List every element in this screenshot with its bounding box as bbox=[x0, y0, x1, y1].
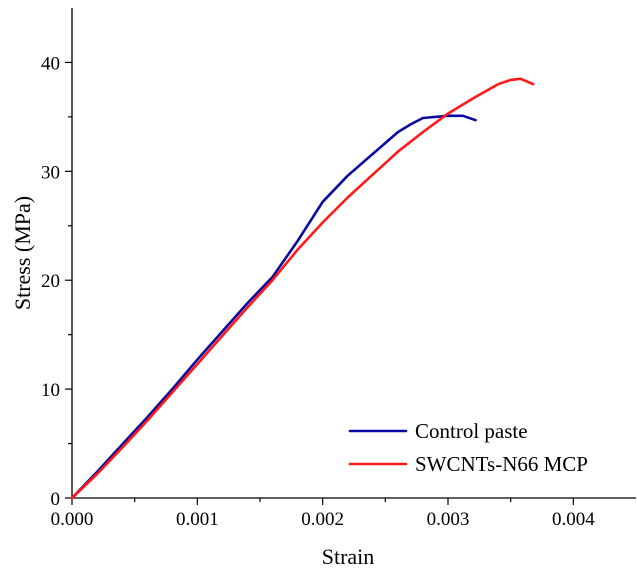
x-tick-label: 0.001 bbox=[176, 509, 219, 530]
y-tick-label: 40 bbox=[41, 53, 60, 74]
x-tick-label: 0.002 bbox=[301, 509, 344, 530]
axes bbox=[71, 8, 636, 499]
x-ticks: 0.000 0.001 0.002 0.003 0.004 bbox=[51, 498, 595, 530]
series bbox=[70, 77, 535, 500]
y-tick-label: 30 bbox=[41, 162, 60, 183]
x-tick-label: 0.004 bbox=[552, 509, 595, 530]
x-axis-title: Strain bbox=[322, 544, 375, 569]
y-tick-label: 20 bbox=[41, 271, 60, 292]
legend-label-swcnts-n66-mcp: SWCNTs-N66 MCP bbox=[415, 452, 588, 476]
y-tick-label: 10 bbox=[41, 380, 60, 401]
x-tick-label: 0.000 bbox=[51, 509, 94, 530]
series-line-swcnts-n66-mcp bbox=[70, 77, 535, 500]
y-axis-title: Stress (MPa) bbox=[10, 196, 35, 310]
y-ticks: 0 10 20 30 40 bbox=[41, 53, 72, 510]
series-line-control-paste bbox=[70, 114, 477, 500]
legend: Control paste SWCNTs-N66 MCP bbox=[348, 419, 588, 476]
x-tick-label: 0.003 bbox=[427, 509, 470, 530]
legend-label-control-paste: Control paste bbox=[415, 419, 528, 443]
y-tick-label: 0 bbox=[51, 489, 61, 510]
